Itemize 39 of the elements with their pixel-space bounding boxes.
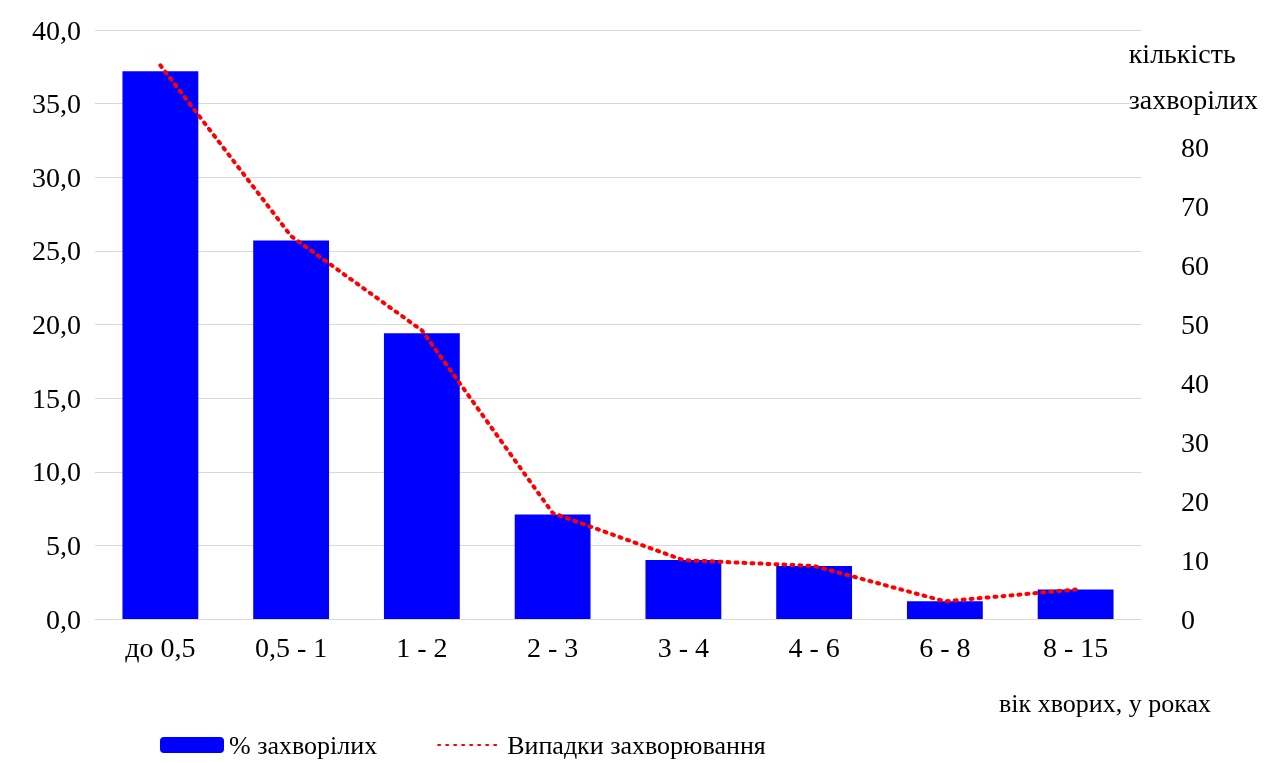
bar xyxy=(383,333,460,619)
x-tick-label: 6 - 8 xyxy=(919,631,971,663)
x-tick-label: 2 - 3 xyxy=(526,631,579,663)
x-tick-label: 4 - 6 xyxy=(788,631,840,663)
y-tick-label: 10,0 xyxy=(32,456,81,488)
x-tick-label: 1 - 2 xyxy=(396,631,448,663)
y2-tick-label: 0 xyxy=(1181,603,1195,635)
x-tick-label: 3 - 4 xyxy=(657,631,710,663)
x-axis-title: вік хворих, у роках xyxy=(999,688,1212,718)
y2-tick-label: 30 xyxy=(1181,426,1209,458)
bar xyxy=(122,71,199,619)
bar xyxy=(253,240,330,619)
bar xyxy=(776,565,853,619)
bar xyxy=(906,601,983,619)
y-tick-label: 15,0 xyxy=(32,382,81,414)
bar xyxy=(514,514,591,619)
y-tick-label: 40,0 xyxy=(32,14,81,46)
y2-tick-label: 50 xyxy=(1181,309,1209,340)
line-series xyxy=(158,63,1078,604)
bar xyxy=(1037,589,1114,619)
y-tick-label: 0,0 xyxy=(46,603,81,635)
y2-tick-label: 40 xyxy=(1181,367,1209,399)
y-tick-label: 5,0 xyxy=(46,529,81,561)
y-tick-label: 35,0 xyxy=(32,88,81,120)
x-tick-label: 8 - 15 xyxy=(1042,631,1109,663)
y-tick-label: 20,0 xyxy=(32,309,81,340)
x-tick-label: 0,5 - 1 xyxy=(254,631,328,663)
y2-tick-label: 20 xyxy=(1181,485,1209,517)
legend-label: Випадки захворювання xyxy=(507,730,766,760)
y2-tick-label: 70 xyxy=(1181,191,1209,223)
y2-tick-label: 80 xyxy=(1181,132,1209,164)
y2-tick-label: 60 xyxy=(1181,250,1209,282)
y-tick-label: 30,0 xyxy=(32,161,81,193)
y2-tick-label: 10 xyxy=(1181,544,1209,576)
bar xyxy=(645,560,722,619)
y2-axis-title: кількість захворілих xyxy=(1128,37,1259,115)
x-tick-label: до 0,5 xyxy=(125,631,196,663)
y-tick-label: 25,0 xyxy=(32,235,81,267)
legend-label: % захворілих xyxy=(229,730,378,760)
